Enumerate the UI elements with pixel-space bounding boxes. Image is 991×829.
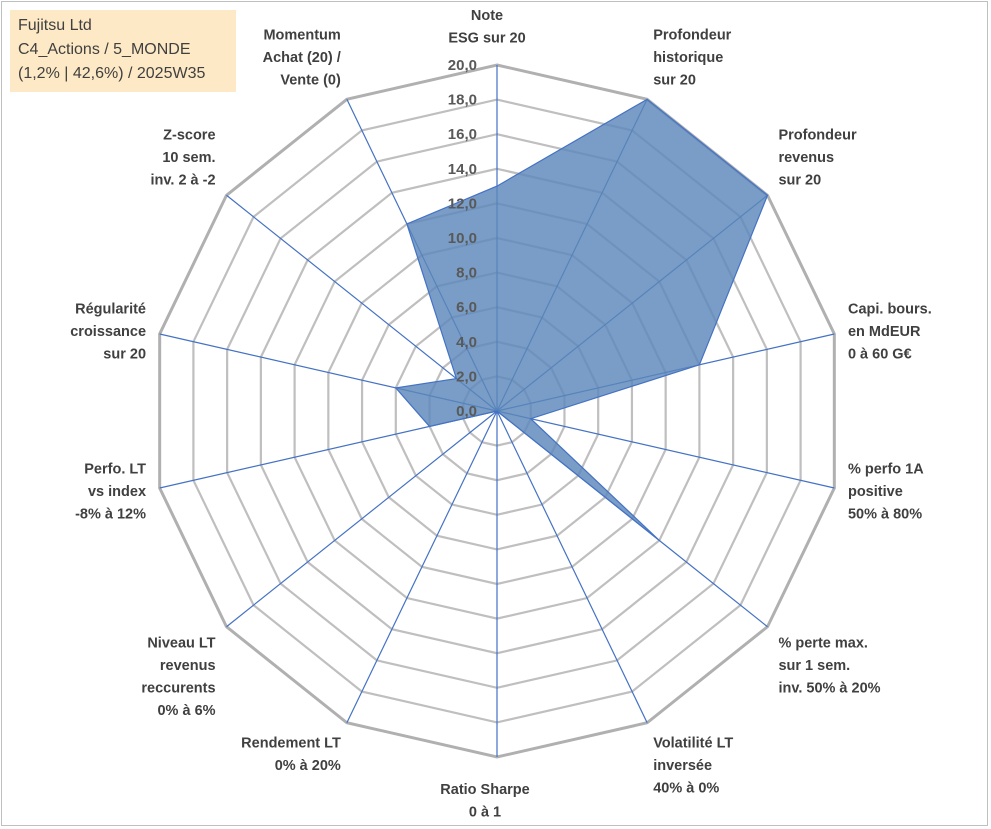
axis-label-13: Momentum Achat (20) / Vente (0) (263, 28, 341, 89)
spoke-9 (226, 410, 498, 628)
axis-label-9: Niveau LT revenus reccurents 0% à 6% (141, 635, 215, 719)
axis-label-0: Note ESG sur 20 (448, 8, 525, 47)
tick-label-6: 12,0 (448, 195, 477, 212)
category-line: C4_Actions / 5_MONDE (18, 41, 191, 58)
axis-label-5: % perte max. sur 1 sem. inv. 50% à 20% (778, 635, 880, 696)
tick-label-4: 8,0 (456, 265, 477, 282)
axis-label-10: Perfo. LT vs index -8% à 12% (75, 462, 146, 523)
axis-label-12: Z-score 10 sem. inv. 2 à -2 (151, 128, 216, 189)
spoke-8 (346, 410, 498, 723)
tick-label-5: 10,0 (448, 230, 477, 247)
tick-label-10: 20,0 (448, 57, 477, 74)
tick-label-7: 14,0 (448, 161, 477, 178)
period-line: (1,2% | 42,6%) / 2025W35 (18, 65, 206, 82)
info-box: Fujitsu Ltd C4_Actions / 5_MONDE (1,2% |… (10, 10, 236, 92)
tick-label-0: 0,0 (456, 403, 477, 420)
spoke-4 (496, 410, 835, 489)
axis-label-2: Profondeur revenus sur 20 (778, 128, 856, 189)
axis-label-3: Capi. bours. en MdEUR 0 à 60 G€ (848, 301, 932, 362)
tick-label-8: 16,0 (448, 126, 477, 143)
tick-label-3: 6,0 (456, 299, 477, 316)
spoke-6 (496, 410, 648, 723)
axis-label-8: Rendement LT 0% à 20% (241, 735, 341, 774)
tick-label-9: 18,0 (448, 92, 477, 109)
tick-label-1: 2,0 (456, 368, 477, 385)
axis-label-4: % perfo 1A positive 50% à 80% (848, 462, 924, 523)
series-area (394, 98, 769, 541)
radar-tick-labels: 0,0 2,0 4,0 6,0 8,0 10,0 12,0 14,0 16,0 18,0 20,0 (448, 57, 477, 420)
axis-label-7: Ratio Sharpe 0 à 1 (440, 782, 529, 821)
axis-label-11: Régularité croissance sur 20 (70, 301, 146, 362)
radar-series (394, 98, 769, 541)
axis-label-1: Profondeur historique sur 20 (653, 28, 731, 89)
company-name: Fujitsu Ltd (18, 17, 92, 34)
radar-axis-labels: Note ESG sur 20 Profondeur historique sur 20… (70, 8, 932, 821)
axis-label-6: Volatilité LT inversée 40% à 0% (653, 735, 733, 796)
tick-label-2: 4,0 (456, 334, 477, 351)
spoke-12 (226, 194, 498, 412)
